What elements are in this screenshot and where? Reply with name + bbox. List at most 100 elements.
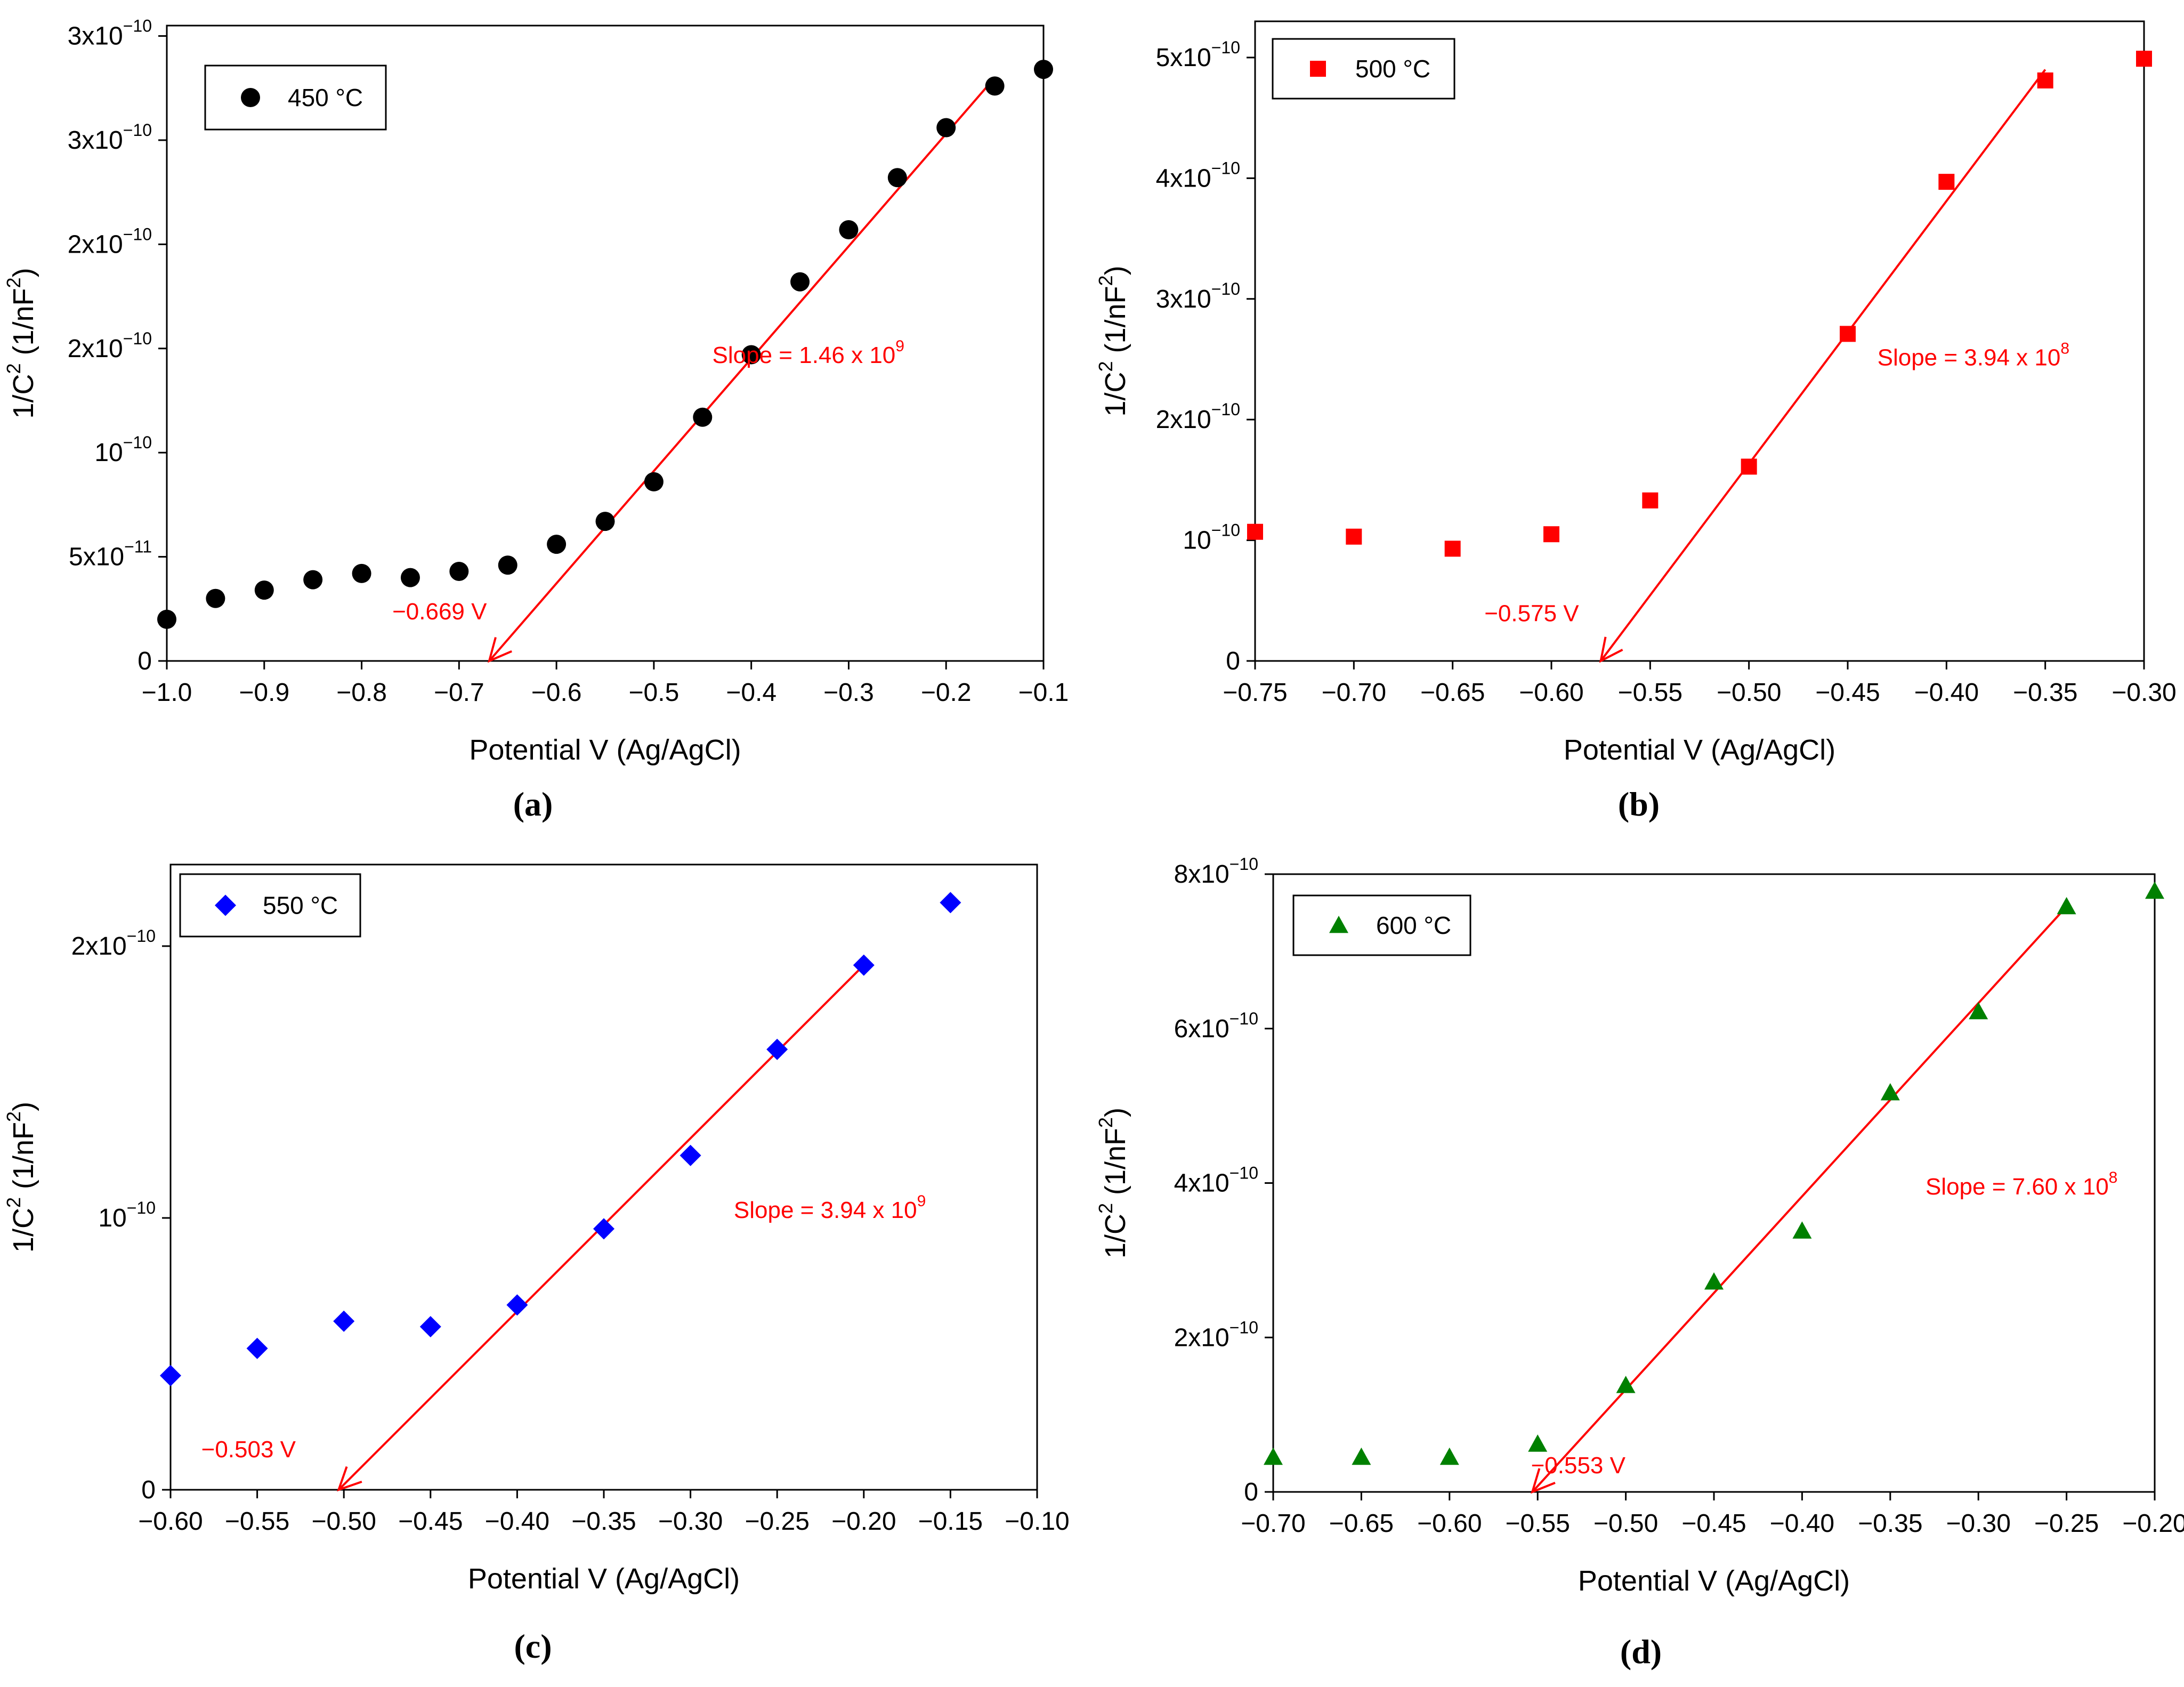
chart-svg-b: −0.75 −0.70 −0.65 −0.60 −0.55 −0.50 −0.45 −0.40… [1095,20,2177,823]
x-tick-label: −0.35 [2013,679,2077,707]
data-point [1352,1447,1371,1465]
x-tick-label: −0.7 [434,679,484,707]
chart-panel-d: −0.70 −0.65 −0.60 −0.55 −0.50 −0.45 −0.40 −0.35… [1092,842,2184,1684]
x-tick-label: −0.55 [225,1507,289,1536]
data-point [2145,881,2164,899]
data-point [400,568,420,587]
chart-panel-b: −0.75 −0.70 −0.65 −0.60 −0.55 −0.50 −0.45 −0.40… [1092,0,2184,842]
x-tick-label: −0.60 [138,1507,203,1536]
x-tick-label: −0.10 [1005,1507,1069,1536]
panel-caption: (a) [513,785,553,823]
data-point [680,1144,701,1166]
x-tick-label: −0.50 [1717,679,1781,707]
x-tick-label: −0.25 [745,1507,809,1536]
x-tick-label: −0.8 [336,679,387,707]
data-point [449,561,469,581]
data-point [1880,1083,1900,1101]
x-tick-label: −0.5 [629,679,680,707]
data-point [506,1294,528,1316]
plot-frame [166,25,1045,662]
panel-caption: (d) [1620,1633,1662,1670]
legend-marker [1329,916,1348,933]
data-point [498,555,517,575]
y-tick-label: 8x10−10 [1174,854,1258,889]
data-point [790,272,810,292]
data-point [1034,60,1053,79]
data-point [887,168,907,188]
x-tick-label: −0.15 [918,1507,983,1536]
x-tick-label: −0.60 [1519,679,1583,707]
x-tick-label: −0.70 [1322,679,1386,707]
x-tick-label: −0.55 [1505,1510,1570,1538]
data-point [1247,523,1263,540]
x-tick-label: −0.45 [1815,679,1880,707]
y-tick-label: 4x10−10 [1156,158,1240,192]
x-tick-label: −0.20 [2122,1510,2184,1538]
legend-box [1272,38,1455,100]
x-tick-label: −0.3 [823,679,874,707]
y-tick-label: 3x10−10 [68,120,152,155]
data-point [839,220,859,240]
chart-panel-c: −0.60 −0.55 −0.50 −0.45 −0.40 −0.35 −0.30 −0.25… [0,842,1092,1684]
panel-caption: (b) [1618,785,1660,823]
data-point [1840,326,1856,342]
x-tick-label: −0.60 [1417,1510,1482,1538]
slope-annotation: Slope = 1.46 x 109 [713,337,904,368]
x-tick-label: −0.1 [1018,679,1069,707]
y-tick-label: 6x10−10 [1174,1009,1258,1043]
x-tick-label: −0.40 [1770,1510,1834,1538]
x-tick-label: −0.30 [658,1507,723,1536]
legend-box [179,873,361,938]
x-tick-label: −0.30 [1946,1510,2010,1538]
panel-caption: (c) [514,1627,552,1665]
y-tick-label: 2x10−10 [1156,400,1240,434]
data-point [1642,492,1659,508]
data-point [1616,1376,1636,1393]
y-tick-label: 5x10−10 [1156,38,1240,72]
data-point [1741,458,1757,475]
data-point [352,563,371,583]
intercept-arrow [1599,636,1623,663]
data-point [2037,72,2053,88]
x-tick-label: −0.45 [1681,1510,1746,1538]
legend-box [204,64,387,131]
data-point [1792,1221,1812,1239]
data-point [1969,1002,1988,1020]
legend-marker [215,894,236,916]
data-point [1264,1447,1283,1465]
plot-frame [169,863,1038,1491]
intercept-arrow [1531,1468,1556,1494]
x-axis-label: Potential V (Ag/AgCl) [1564,734,1835,766]
y-tick-label: 2x10−10 [1174,1318,1258,1352]
legend-label: 450 °C [288,84,363,111]
data-point [985,76,1005,96]
data-point [593,1218,614,1240]
x-tick-label: −0.65 [1329,1510,1394,1538]
fit-line [1600,69,2047,662]
data-point [1346,528,1362,545]
data-point [419,1316,441,1337]
y-tick-label: 10−10 [1183,521,1240,555]
x-tick-label: −0.55 [1618,679,1683,707]
data-point [936,118,956,138]
data-point [1444,540,1461,557]
y-tick-label: 5x10−11 [69,537,152,571]
data-point [254,580,274,600]
intercept-annotation: −0.575 V [1484,600,1579,626]
y-tick-label: 3x10−10 [68,17,152,51]
data-point [644,472,664,491]
y-tick-label: 0 [1244,1478,1258,1506]
intercept-annotation: −0.669 V [392,599,487,625]
data-point [160,1365,181,1386]
legend-marker [241,88,260,107]
data-point [157,609,176,629]
data-point [940,892,961,914]
y-tick-label: 0 [137,647,152,675]
x-tick-label: −0.75 [1223,679,1287,707]
slope-annotation: Slope = 3.94 x 109 [734,1192,926,1223]
intercept-annotation: −0.503 V [201,1436,296,1463]
data-point [1543,526,1559,543]
chart-svg-d: −0.70 −0.65 −0.60 −0.55 −0.50 −0.45 −0.40 −0.35… [1095,854,2184,1670]
x-axis-label: Potential V (Ag/AgCl) [1578,1565,1850,1597]
data-point [1528,1434,1548,1452]
